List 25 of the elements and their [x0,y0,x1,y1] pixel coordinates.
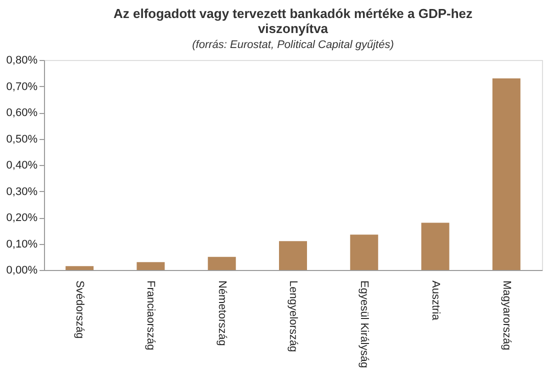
y-tick-label: 0,20% [6,212,38,224]
x-tick-label: Svédország [74,280,86,339]
bar [279,241,307,270]
y-tick-label: 0,60% [6,107,38,119]
y-tick-label: 0,30% [6,186,38,198]
x-tick-label: Magyarország [500,280,512,350]
x-tick-label: Lengyelország [287,280,299,352]
chart-title: Az elfogadott vagy tervezett bankadók mértéke a GDP-hez viszonyítva [113,6,474,36]
y-tick-label: 0,40% [6,160,38,172]
bar [421,222,450,270]
y-tick-label: 0,10% [6,238,38,250]
y-tick-label: 0,70% [6,80,38,93]
y-tick-label: 0,80% [6,54,38,66]
chart-subtitle: (forrás: Eurostat, Political Capital gyűjtés) [192,39,394,51]
y-tick-label: 0,50% [6,133,38,146]
x-tick-label: Franciaország [144,280,157,350]
bar [136,262,165,270]
bar [492,78,520,270]
x-tick-label: Németország [216,280,228,346]
x-tick-label: Egyesül Királyság [358,280,370,368]
bar [66,266,94,270]
bar [208,256,236,270]
bar [350,234,378,270]
y-tick-label: 0,00% [6,264,38,276]
x-tick-label: Ausztria [429,280,442,322]
